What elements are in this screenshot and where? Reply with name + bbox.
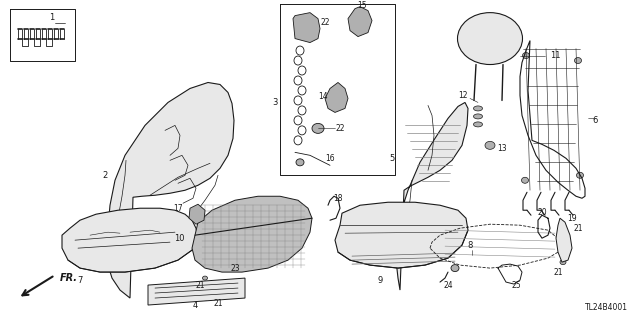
Text: 22: 22 — [335, 124, 345, 133]
Text: 13: 13 — [497, 144, 507, 153]
Text: 12: 12 — [458, 91, 468, 100]
Text: 6: 6 — [592, 116, 598, 125]
Polygon shape — [189, 204, 205, 224]
Text: 14: 14 — [318, 92, 328, 101]
Ellipse shape — [474, 106, 483, 111]
Text: 15: 15 — [357, 1, 367, 10]
Ellipse shape — [485, 141, 495, 149]
Ellipse shape — [451, 265, 459, 271]
Ellipse shape — [173, 296, 177, 300]
Ellipse shape — [522, 177, 529, 183]
Text: 20: 20 — [537, 208, 547, 217]
Text: 21: 21 — [195, 281, 205, 290]
Text: 16: 16 — [325, 154, 335, 163]
Ellipse shape — [312, 123, 324, 133]
Text: 19: 19 — [567, 214, 577, 223]
Ellipse shape — [474, 114, 483, 119]
Polygon shape — [348, 7, 372, 37]
Ellipse shape — [202, 295, 208, 300]
Polygon shape — [107, 83, 234, 298]
Polygon shape — [325, 83, 348, 112]
Text: 5: 5 — [390, 154, 395, 163]
Text: 21: 21 — [573, 224, 583, 233]
Text: 18: 18 — [333, 194, 343, 203]
Text: FR.: FR. — [60, 273, 78, 283]
Ellipse shape — [522, 53, 529, 58]
Ellipse shape — [474, 122, 483, 127]
Text: 9: 9 — [378, 276, 383, 285]
Text: 21: 21 — [213, 299, 223, 308]
Polygon shape — [335, 202, 468, 268]
Ellipse shape — [577, 172, 584, 178]
Ellipse shape — [560, 260, 566, 265]
Ellipse shape — [296, 159, 304, 166]
Text: 23: 23 — [230, 263, 240, 273]
Ellipse shape — [202, 276, 207, 280]
Polygon shape — [148, 278, 245, 305]
Text: 4: 4 — [193, 300, 198, 309]
Polygon shape — [192, 196, 312, 272]
Text: 21: 21 — [553, 268, 563, 277]
Text: 11: 11 — [550, 51, 560, 60]
Text: 7: 7 — [77, 276, 83, 285]
Text: 17: 17 — [173, 204, 183, 213]
Polygon shape — [293, 13, 320, 42]
Text: 3: 3 — [273, 98, 278, 107]
Ellipse shape — [458, 13, 522, 64]
Ellipse shape — [575, 57, 582, 63]
Text: TL24B4001: TL24B4001 — [585, 303, 628, 312]
Text: 22: 22 — [320, 18, 330, 27]
Text: 2: 2 — [102, 171, 108, 180]
Text: 8: 8 — [467, 241, 473, 250]
Text: 10: 10 — [175, 234, 185, 243]
Polygon shape — [396, 102, 468, 290]
Text: 1: 1 — [49, 13, 54, 22]
Text: 25: 25 — [511, 281, 521, 290]
Text: 24: 24 — [443, 281, 453, 290]
Polygon shape — [556, 218, 572, 262]
Polygon shape — [62, 208, 198, 272]
